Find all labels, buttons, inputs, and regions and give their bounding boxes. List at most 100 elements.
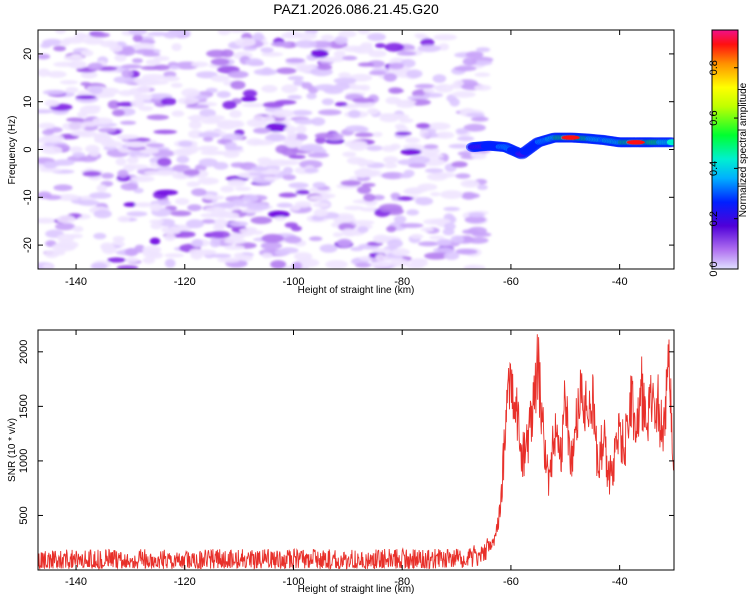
noise-blob [132, 42, 155, 50]
noise-blob [209, 239, 221, 248]
noise-blob [317, 109, 342, 116]
noise-blob [128, 30, 147, 36]
noise-blob [466, 112, 485, 117]
noise-blob [80, 49, 94, 57]
noise-blob [348, 109, 361, 118]
noise-blob [395, 131, 412, 136]
signal-trace [465, 132, 674, 160]
snr-x-ticks: -140 -120 -100 -80 -60 -40 [65, 330, 628, 588]
noise-blob [42, 264, 54, 269]
noise-blob [296, 189, 310, 195]
spectrogram-x-tick-label-3: -80 [394, 276, 410, 288]
noise-blob [149, 237, 161, 245]
noise-blob [396, 101, 416, 109]
noise-blob [134, 202, 153, 208]
noise-blob [136, 85, 151, 94]
noise-blob [261, 51, 284, 57]
noise-blob [241, 194, 259, 203]
noise-blob [405, 137, 421, 144]
noise-blob [451, 161, 468, 168]
noise-blob [357, 158, 368, 167]
noise-blob [68, 233, 83, 239]
noise-blob [112, 236, 125, 242]
noise-blob [453, 80, 464, 87]
noise-blob [465, 51, 484, 58]
noise-blob [257, 157, 272, 164]
snr-x-tick-label-3: -80 [394, 576, 410, 588]
noise-blob [260, 241, 283, 250]
noise-blob [397, 196, 414, 201]
noise-blob [132, 34, 143, 43]
noise-blob [261, 233, 284, 243]
noise-blob [417, 44, 442, 53]
noise-blob [217, 30, 231, 36]
noise-blob [210, 74, 230, 83]
noise-blob [93, 232, 107, 240]
spectrogram-y-tick-label-2: 0 [22, 146, 34, 152]
noise-blob [290, 225, 302, 232]
snr-frame [37, 329, 675, 571]
noise-blob [279, 247, 299, 254]
noise-blob [270, 41, 292, 47]
noise-blob [124, 248, 139, 257]
noise-blob [291, 261, 303, 269]
noise-blob [423, 88, 435, 94]
noise-blob [274, 99, 297, 105]
noise-blob [424, 132, 438, 138]
noise-blob [198, 131, 221, 139]
noise-blob [390, 143, 401, 150]
noise-blob [321, 98, 335, 106]
noise-blob [191, 188, 207, 197]
spectrogram-y-tick-label-3: 10 [22, 96, 34, 108]
noise-blob [220, 185, 235, 193]
snr-y-tick-label-1: 1000 [18, 449, 30, 473]
colorbar: 0.0 0.2 0.4 0.6 0.8 Normalized spectral ampl… [708, 29, 749, 277]
noise-blob [282, 174, 296, 181]
noise-blob [188, 120, 202, 130]
noise-blob [281, 147, 298, 157]
noise-blob [317, 64, 333, 71]
noise-blob [44, 194, 62, 200]
noise-blob [385, 96, 401, 105]
noise-blob [132, 58, 143, 64]
noise-blob [131, 99, 145, 108]
noise-blob [89, 192, 112, 199]
noise-blob [443, 251, 460, 260]
noise-blob [191, 115, 205, 121]
spectrogram-y-tick-label-1: -10 [22, 189, 34, 205]
noise-blob [294, 201, 312, 208]
noise-blob [434, 172, 456, 178]
noise-blob [282, 166, 294, 175]
noise-blob [338, 72, 351, 79]
noise-blob [42, 129, 55, 136]
noise-blob [82, 121, 98, 127]
noise-blob [418, 241, 439, 247]
noise-blob [407, 95, 429, 101]
noise-blob [252, 32, 265, 42]
noise-blob [186, 181, 201, 187]
noise-blob [415, 123, 431, 129]
noise-blob [175, 198, 190, 205]
noise-blob [312, 202, 330, 208]
noise-blob [471, 152, 487, 160]
noise-blob [294, 118, 316, 125]
noise-blob [164, 253, 185, 258]
noise-blob [80, 81, 92, 86]
noise-blob [393, 215, 407, 224]
noise-blob [432, 85, 446, 90]
colorbar-frame [711, 29, 739, 270]
noise-blob [210, 58, 230, 66]
noise-blob [405, 187, 428, 193]
colorbar-ticks: 0.0 0.2 0.4 0.6 0.8 [708, 60, 738, 277]
noise-blob [114, 53, 127, 62]
noise-blob [334, 82, 350, 91]
noise-blob [443, 206, 461, 212]
noise-blob [399, 118, 414, 123]
noise-blob [338, 30, 357, 38]
noise-blob [325, 260, 348, 269]
noise-blob [284, 235, 302, 244]
noise-blob [386, 225, 397, 233]
noise-blob [284, 125, 297, 134]
noise-blob [340, 180, 362, 187]
